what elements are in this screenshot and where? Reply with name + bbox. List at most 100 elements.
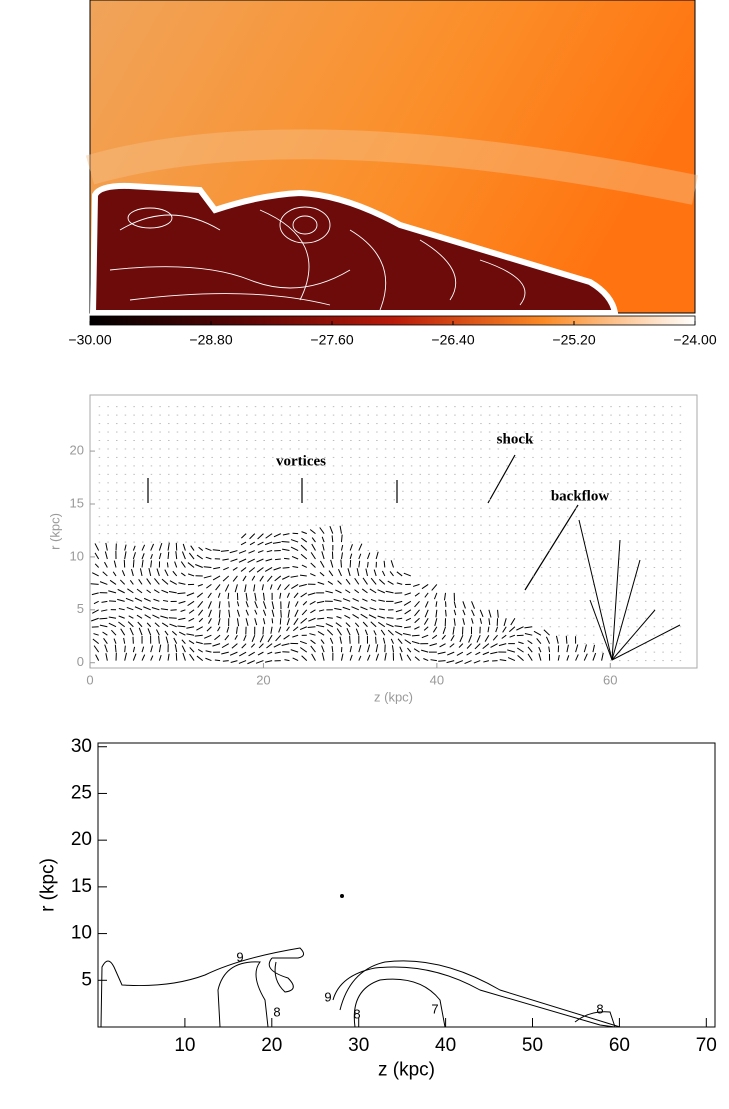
field-arrow (238, 558, 247, 563)
field-arrow (364, 629, 368, 636)
field-arrow (435, 601, 438, 607)
field-arrow (301, 655, 308, 661)
field-arrow (414, 592, 420, 597)
field-arrow (394, 625, 403, 628)
field-arrow (198, 546, 204, 551)
field-arrow (235, 626, 238, 634)
field-arrow (471, 601, 475, 609)
field-arrow (182, 652, 186, 661)
field-arrow (247, 558, 255, 564)
field-arrow (373, 569, 377, 577)
shock-halo (85, 129, 698, 205)
field-arrow (278, 626, 282, 633)
field-arrow (187, 573, 195, 577)
field-arrow (264, 541, 273, 546)
field-arrow (274, 651, 281, 654)
field-arrow (317, 617, 325, 620)
annotation-arrows (147, 454, 579, 591)
field-arrow (299, 647, 308, 653)
field-arrow (354, 589, 360, 594)
field-arrow (181, 639, 186, 644)
field-arrow (150, 543, 155, 551)
field-arrow (238, 660, 247, 664)
contour-label: 9 (324, 989, 331, 1004)
field-arrow (453, 601, 457, 608)
field-arrow (301, 531, 307, 535)
field-arrow (301, 564, 308, 568)
field-arrow (236, 601, 240, 607)
field-arrow (172, 570, 178, 577)
field-arrow (396, 571, 403, 577)
field-arrow (337, 580, 342, 585)
field-arrow (379, 608, 385, 611)
field-arrow (358, 655, 362, 661)
field-arrow (166, 562, 169, 568)
field-arrow (245, 592, 248, 601)
field-arrow (492, 634, 498, 641)
y-tick-label: 25 (71, 782, 92, 803)
colorbar (89, 315, 696, 326)
field-arrow (456, 651, 464, 656)
field-arrow (300, 592, 308, 598)
field-arrow (91, 609, 99, 614)
field-arrow (336, 616, 342, 619)
field-arrow (342, 598, 351, 602)
field-arrow (507, 657, 516, 662)
field-arrow (186, 626, 195, 629)
field-arrow (261, 584, 264, 591)
contour-label: 9 (236, 949, 243, 964)
field-arrow (434, 618, 438, 627)
field-arrow (337, 568, 342, 577)
field-arrow (152, 614, 160, 619)
field-arrow (482, 651, 490, 656)
x-tick-label: 60 (609, 1035, 630, 1056)
field-arrow (139, 568, 143, 577)
density-map (85, 0, 698, 326)
field-arrow (524, 626, 533, 629)
field-arrow (507, 649, 516, 653)
field-arrow (437, 651, 446, 655)
field-arrow (482, 643, 490, 649)
field-arrow (347, 568, 351, 577)
field-arrow (104, 551, 108, 560)
field-arrow (131, 568, 134, 577)
field-arrow (259, 575, 264, 582)
field-arrow (407, 647, 412, 653)
field-arrow (284, 584, 290, 591)
field-arrow (483, 660, 490, 663)
x-tick-label: 20 (261, 1035, 282, 1056)
x-axis-label: z (kpc) (378, 1060, 435, 1081)
field-arrow (473, 660, 481, 664)
field-arrow (124, 645, 126, 653)
field-arrow (118, 621, 125, 628)
field-arrow (262, 592, 265, 601)
field-arrow (154, 622, 160, 628)
field-arrow (452, 626, 455, 635)
field-arrow (141, 553, 145, 560)
field-arrow (245, 609, 249, 616)
field-arrow (178, 631, 186, 636)
field-arrow (462, 601, 466, 609)
field-arrow (150, 655, 154, 661)
annotation: shock (497, 431, 534, 447)
field-arrow (310, 552, 316, 560)
field-arrow (186, 592, 195, 597)
field-arrow (251, 575, 256, 581)
field-arrow (244, 584, 247, 593)
field-arrow (248, 567, 256, 573)
field-arrow (92, 638, 99, 645)
field-arrow (256, 567, 264, 573)
field-arrow (501, 634, 507, 639)
field-arrow (566, 644, 569, 653)
field-arrow (205, 657, 212, 662)
field-arrow (114, 644, 117, 653)
field-arrow (575, 644, 579, 653)
field-arrow (510, 618, 516, 626)
field-arrow (390, 638, 394, 644)
field-arrow (294, 609, 299, 617)
field-arrow (158, 542, 163, 551)
field-arrow (223, 567, 229, 571)
field-arrow (287, 601, 290, 609)
field-arrow (206, 584, 212, 589)
field-arrow (345, 578, 351, 585)
